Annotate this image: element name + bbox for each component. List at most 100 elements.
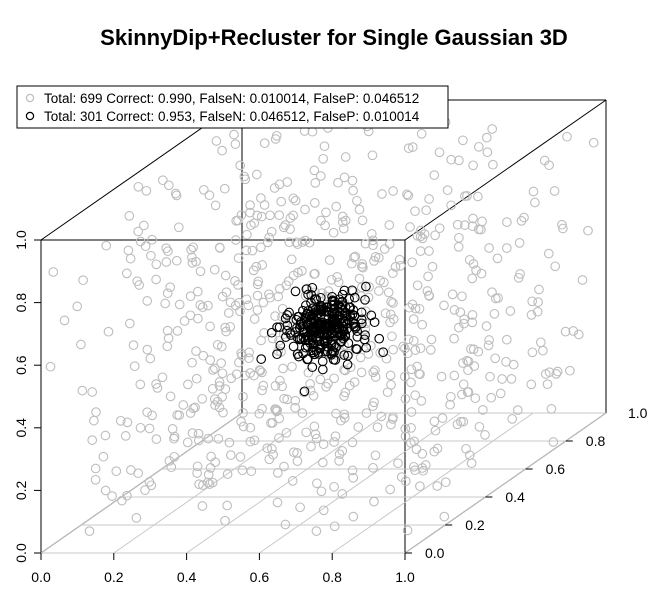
data-point-noise: [558, 223, 568, 234]
data-point-noise: [169, 451, 180, 462]
data-point-noise: [550, 261, 561, 272]
data-point-noise: [375, 275, 386, 286]
data-point-noise: [400, 423, 411, 434]
data-point-noise: [165, 282, 176, 293]
data-point-noise: [179, 316, 190, 326]
data-point-noise: [355, 352, 366, 363]
data-point-noise: [430, 425, 441, 436]
data-point-cluster: [337, 329, 348, 340]
data-point-cluster: [310, 327, 320, 338]
data-point-noise: [193, 313, 203, 324]
data-point-cluster: [299, 386, 310, 397]
data-point-noise: [349, 252, 359, 263]
data-point-noise: [481, 321, 492, 331]
data-point-noise: [216, 358, 227, 368]
data-point-noise: [429, 416, 440, 427]
data-point-noise: [254, 408, 265, 419]
data-point-noise: [368, 240, 378, 251]
data-point-noise: [161, 243, 172, 254]
data-point-noise: [356, 367, 367, 378]
data-point-noise: [315, 171, 326, 181]
data-point-noise: [171, 255, 182, 266]
data-point-noise: [238, 421, 249, 432]
data-point-noise: [318, 505, 329, 516]
data-point-noise: [238, 391, 248, 402]
data-point-noise: [123, 245, 134, 256]
data-point-noise: [187, 428, 198, 438]
data-point-noise: [551, 369, 562, 379]
data-point-noise: [251, 261, 262, 272]
data-point-noise: [583, 225, 593, 236]
data-point-noise: [310, 268, 320, 279]
data-point-noise: [222, 500, 233, 511]
data-point-noise: [490, 353, 501, 364]
box-edge: [404, 99, 607, 241]
data-point-cluster: [303, 330, 314, 341]
data-point-noise: [90, 474, 101, 485]
data-point-noise: [426, 334, 437, 345]
data-point-noise: [410, 303, 421, 314]
data-point-noise: [477, 216, 487, 227]
data-point-noise: [398, 341, 408, 352]
data-point-cluster: [322, 324, 333, 334]
data-point-noise: [573, 329, 584, 340]
data-point-noise: [288, 210, 299, 221]
data-point-noise: [256, 193, 266, 203]
data-point-cluster: [348, 317, 359, 328]
data-point-noise: [470, 393, 481, 404]
data-point-noise: [206, 451, 216, 462]
data-point-noise: [163, 180, 174, 191]
data-point-noise: [400, 393, 411, 404]
data-point-noise: [484, 243, 494, 253]
legend-marker-noise: [25, 93, 35, 103]
data-point-noise: [301, 427, 312, 438]
data-point-noise: [387, 414, 398, 424]
data-point-noise: [151, 379, 161, 389]
data-point-noise: [174, 410, 185, 421]
x-tick-label: 0.8: [322, 569, 342, 585]
data-point-noise: [45, 361, 56, 372]
data-point-cluster: [349, 321, 359, 332]
data-point-noise: [84, 526, 95, 536]
data-point-noise: [273, 291, 284, 302]
data-point-noise: [316, 486, 327, 497]
data-point-noise: [367, 150, 378, 161]
z-tick-label: 1.0: [13, 230, 29, 250]
data-point-cluster: [300, 311, 311, 321]
data-point-noise: [256, 335, 266, 346]
data-point-noise: [145, 353, 156, 364]
data-point-noise: [257, 260, 268, 270]
data-point-noise: [178, 400, 189, 410]
data-point-noise: [515, 269, 525, 279]
data-point-noise: [221, 326, 231, 337]
data-point-noise: [217, 145, 227, 156]
data-point-noise: [408, 335, 419, 346]
data-point-noise: [89, 415, 99, 426]
data-point-noise: [305, 379, 315, 389]
data-point-noise: [162, 341, 173, 352]
data-point-noise: [501, 356, 511, 367]
data-point-noise: [490, 293, 501, 304]
data-point-cluster: [292, 332, 303, 343]
data-point-noise: [192, 468, 202, 478]
data-point-noise: [447, 289, 458, 300]
data-point-noise: [203, 300, 213, 311]
data-point-noise: [420, 460, 431, 470]
data-point-noise: [446, 200, 456, 211]
data-point-cluster: [290, 286, 301, 297]
data-point-noise: [453, 242, 464, 252]
data-point-noise: [279, 461, 289, 472]
data-point-noise: [91, 407, 101, 417]
data-point-noise: [348, 472, 359, 483]
data-point-cluster: [356, 307, 367, 318]
data-point-noise: [217, 291, 228, 302]
data-point-cluster: [303, 289, 313, 300]
data-point-noise: [429, 446, 440, 457]
data-point-cluster: [275, 340, 286, 351]
z-tick-label: 0.4: [13, 418, 29, 438]
data-point-noise: [416, 396, 427, 406]
data-point-noise: [513, 272, 524, 283]
data-point-noise: [334, 456, 344, 466]
data-point-noise: [198, 480, 208, 490]
data-point-noise: [376, 411, 387, 422]
